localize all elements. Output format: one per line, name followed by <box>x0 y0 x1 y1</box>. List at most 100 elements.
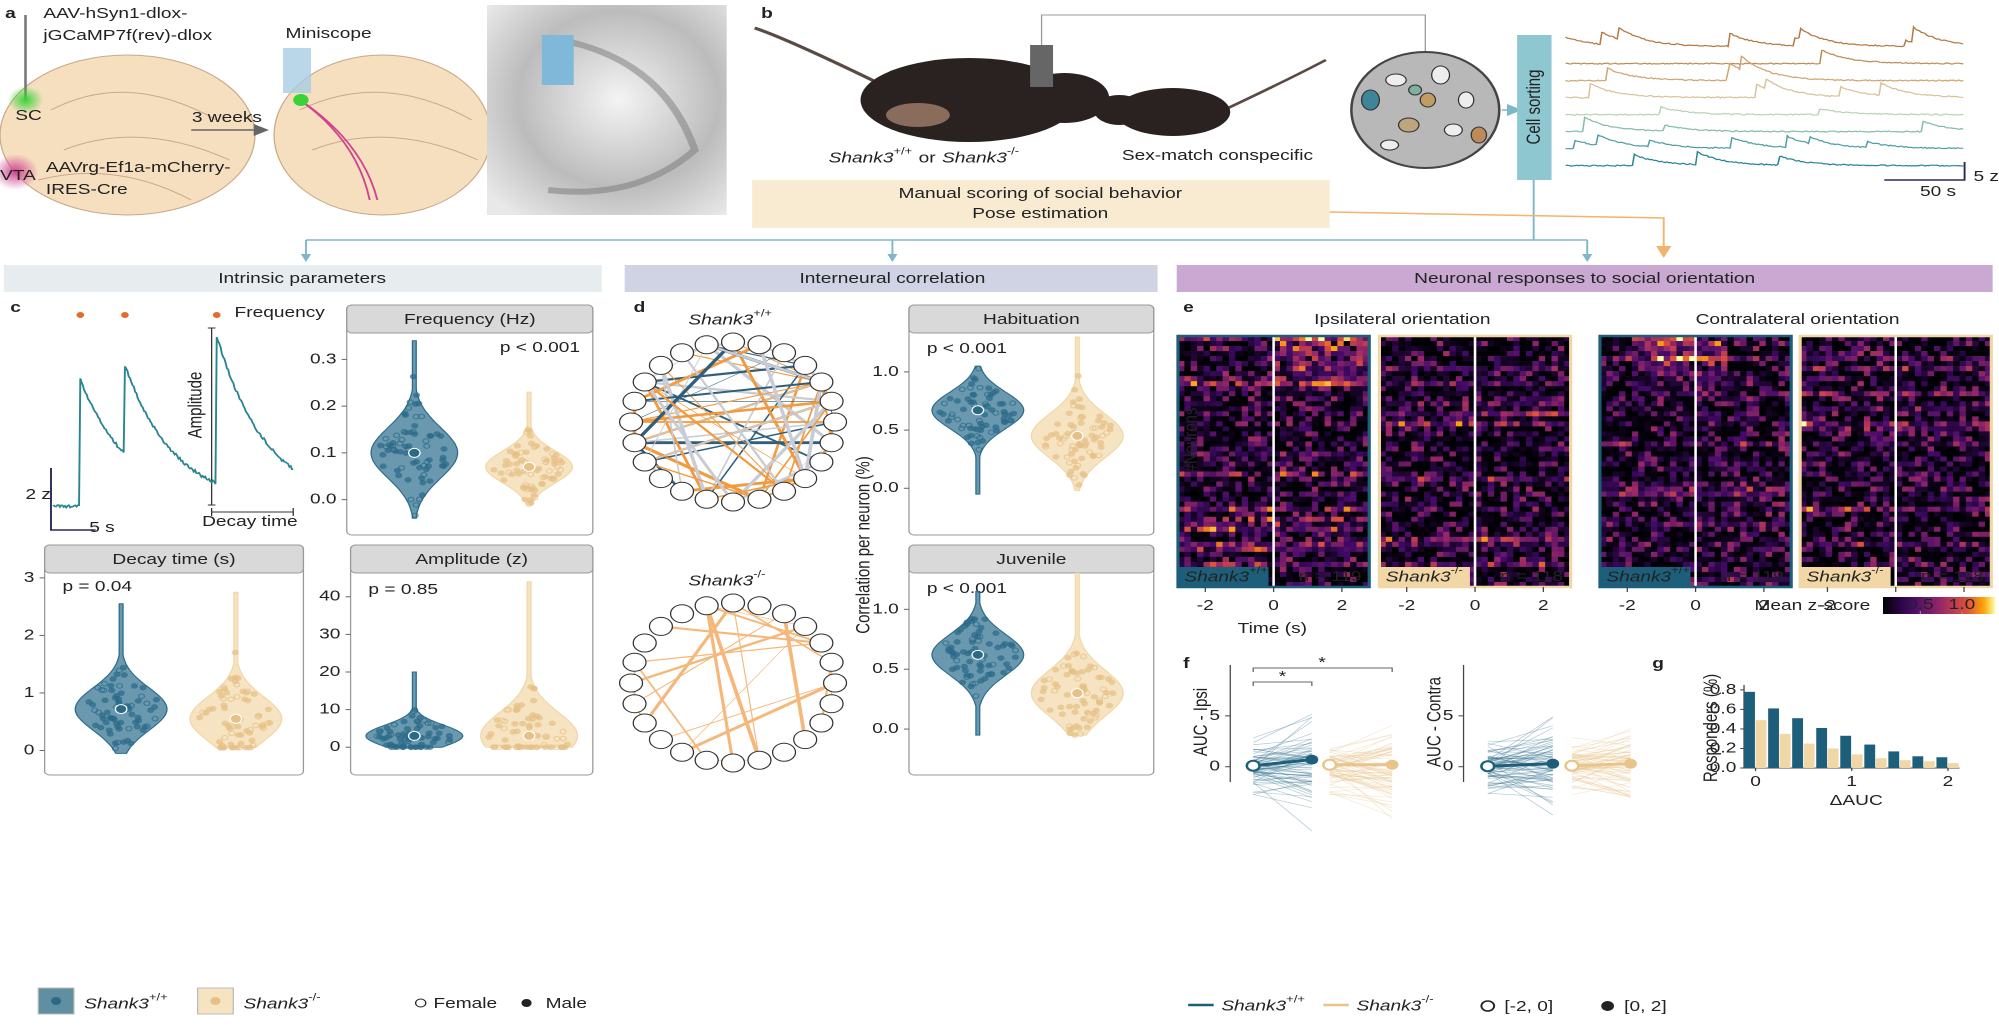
heatmap-cell-decoration <box>1216 536 1223 543</box>
heatmap-cell-decoration <box>1286 551 1294 558</box>
jitter-point-decoration <box>1052 454 1060 460</box>
heatmap-cell-decoration <box>1254 516 1262 523</box>
jitter-point-decoration <box>511 721 519 727</box>
heatmap-cell-decoration <box>1487 466 1495 472</box>
heatmap-cell-decoration <box>1228 501 1236 507</box>
heatmap-cell-decoration <box>1318 436 1325 442</box>
heatmap-cell-decoration <box>1279 521 1287 528</box>
panel-letter: b <box>761 4 773 21</box>
heatmap-cell-decoration <box>1254 486 1262 492</box>
heatmap-cell-decoration <box>1455 516 1463 523</box>
individual-line-decoration <box>1571 728 1631 755</box>
heatmap-cell-decoration <box>1228 556 1236 563</box>
heatmap-cell-decoration <box>1343 356 1351 362</box>
heatmap-cell-decoration <box>1513 436 1521 442</box>
heatmap-cell-decoration <box>1279 511 1287 518</box>
heatmap-cell-decoration <box>1430 436 1438 442</box>
heatmap-cell-decoration <box>1324 346 1332 352</box>
jitter-point-decoration <box>973 433 981 439</box>
heatmap-cell-decoration <box>1759 386 1767 392</box>
network-node <box>793 469 818 489</box>
heatmap-cell-decoration <box>1260 341 1268 347</box>
heatmap-cell-decoration <box>1292 551 1300 558</box>
heatmap-cell-decoration <box>1430 446 1438 452</box>
heatmap-cell-decoration <box>1494 516 1501 523</box>
heatmap-cell-decoration <box>1481 561 1489 568</box>
heatmap-cell-decoration <box>1701 391 1709 397</box>
heatmap-cell-decoration <box>1350 536 1357 543</box>
heatmap-cell-decoration <box>1545 371 1552 377</box>
heatmap-cell-decoration <box>1260 386 1268 392</box>
heatmap-cell-decoration <box>1228 546 1236 553</box>
heatmap-cell-decoration <box>1398 391 1406 397</box>
heatmap-cell-decoration <box>1462 411 1470 417</box>
network-edge <box>705 365 806 500</box>
heatmap-cell-decoration <box>1392 496 1399 502</box>
heatmap-cell-decoration <box>1650 406 1658 412</box>
heatmap-cell-decoration <box>1487 436 1495 442</box>
heatmap-cell-decoration <box>1513 451 1521 457</box>
heatmap-cell-decoration <box>1286 356 1294 362</box>
individual-line-decoration <box>1487 769 1553 795</box>
heatmap-cell-decoration <box>1657 416 1665 422</box>
jitter-point-decoration <box>1095 674 1103 681</box>
heatmap-cell-decoration <box>1318 346 1325 352</box>
individual-line-decoration <box>1329 757 1393 776</box>
heatmap-cell-decoration <box>1241 436 1249 442</box>
heatmap-cell-decoration <box>1638 431 1645 437</box>
heatmap-cell-decoration <box>1631 341 1639 347</box>
individual-line-decoration <box>1487 736 1553 753</box>
heatmap-cell-decoration <box>1657 391 1665 397</box>
heatmap-cell-decoration <box>1443 541 1450 548</box>
heatmap-cell-decoration <box>1343 461 1351 467</box>
heatmap-cell-decoration <box>1385 466 1393 472</box>
heatmap-cell-decoration <box>1714 371 1722 377</box>
jitter-point-decoration <box>1072 650 1081 657</box>
heatmap-cell-decoration <box>1778 406 1786 412</box>
heatmap-cell-decoration <box>1545 471 1552 477</box>
heatmap-cell-decoration <box>1292 426 1300 432</box>
heatmap-cell-decoration <box>1455 511 1463 518</box>
heatmap-cell-decoration <box>1241 456 1249 462</box>
heatmap-cell-decoration <box>1330 461 1338 467</box>
heatmap-cell-decoration <box>1740 341 1747 347</box>
heatmap-cell-decoration <box>1494 406 1501 412</box>
heatmap-cell-decoration <box>1209 451 1217 457</box>
mean-dot <box>522 730 536 741</box>
heatmap-cell-decoration <box>1462 541 1470 548</box>
brain-contour <box>38 91 230 201</box>
individual-line-decoration <box>1253 756 1312 762</box>
heatmap-cell-decoration <box>1746 376 1754 382</box>
heatmap-cell-decoration <box>1443 511 1450 518</box>
heatmap-cell-decoration <box>1625 356 1633 362</box>
heatmap-cell-decoration <box>1494 421 1501 427</box>
y-tick-label: 0.0 <box>310 490 337 507</box>
heatmap-cell-decoration <box>1197 496 1204 502</box>
heatmap-cell-decoration <box>1513 516 1521 523</box>
individual-line-decoration <box>1252 721 1313 763</box>
heatmap-cell-decoration <box>1330 531 1338 538</box>
heatmap-cell-decoration <box>1260 481 1268 487</box>
heatmap-cell-decoration <box>1311 421 1319 427</box>
heatmap-cell-decoration <box>1241 426 1249 432</box>
heatmap-cell-decoration <box>1443 341 1450 347</box>
heatmap-cell-decoration <box>1311 401 1319 407</box>
heatmap-cell-decoration <box>1299 436 1306 442</box>
heatmap-cell-decoration <box>1612 346 1620 352</box>
jitter-point-decoration <box>264 706 272 713</box>
heatmap-cell-decoration <box>1625 371 1633 377</box>
heatmap-cell-decoration <box>1404 551 1412 558</box>
heatmap-cell-decoration <box>1545 341 1552 347</box>
heatmap-cell-decoration <box>1241 366 1249 372</box>
mean-dot <box>407 447 421 458</box>
heatmap-cell-decoration <box>1311 396 1319 402</box>
heatmap-cell-decoration <box>1449 451 1457 457</box>
heatmap-cell-decoration <box>1532 431 1540 437</box>
panel-title: Amplitude (z) <box>415 550 528 567</box>
heatmap-cell-decoration <box>1203 506 1211 512</box>
heatmap-cell-decoration <box>1746 401 1754 407</box>
jitter-point-decoration <box>1077 420 1085 426</box>
network-node <box>822 412 848 432</box>
heatmap-cell-decoration <box>1424 526 1431 533</box>
heatmap-cell-decoration <box>1216 351 1223 357</box>
